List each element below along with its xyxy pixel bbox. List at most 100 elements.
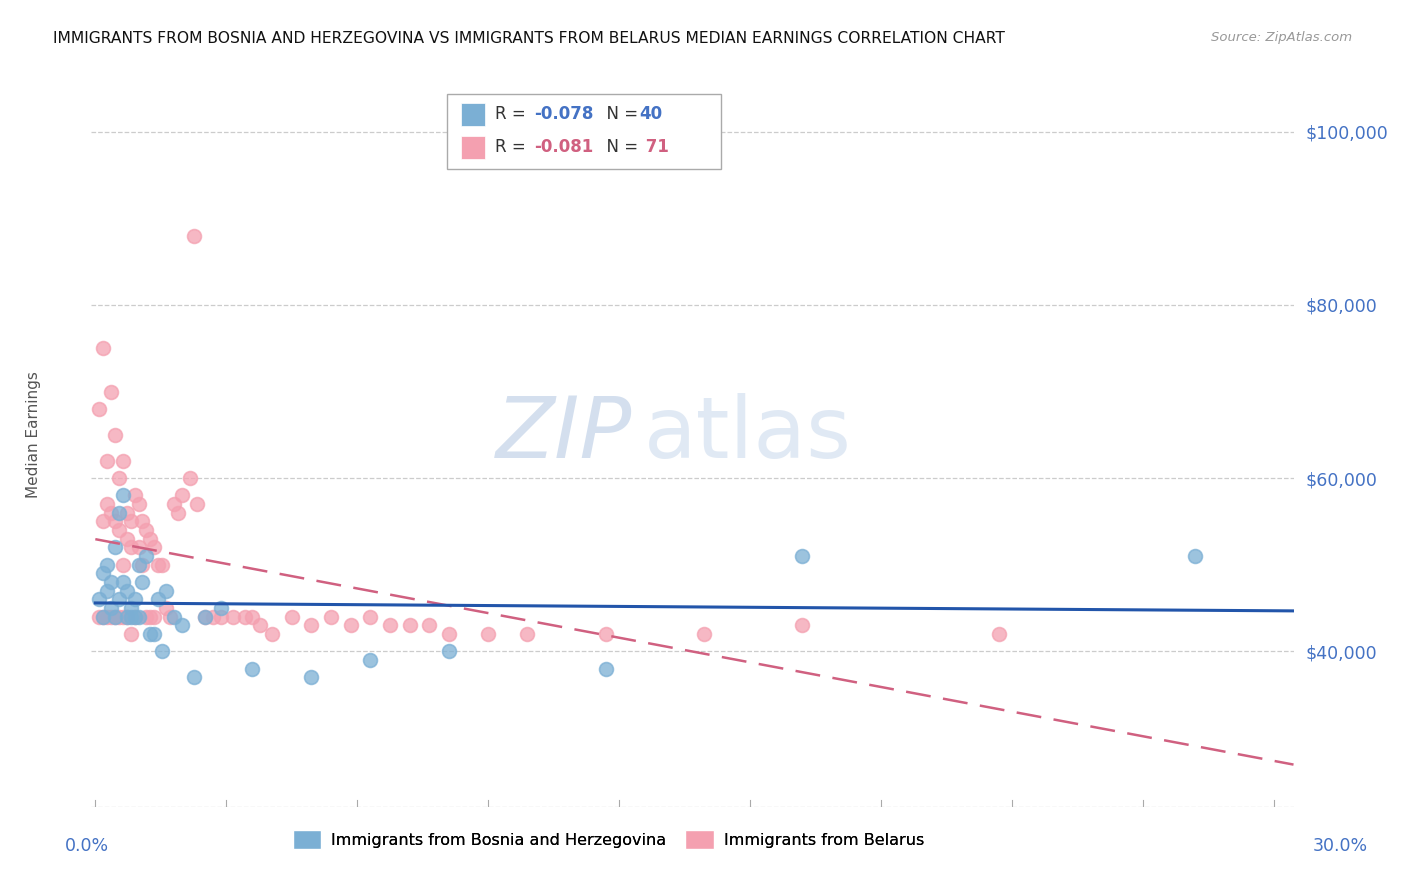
Point xyxy=(359,653,381,667)
Point xyxy=(124,488,146,502)
Point xyxy=(319,609,342,624)
Point xyxy=(143,609,166,624)
Text: 71: 71 xyxy=(640,138,669,156)
Point xyxy=(100,575,122,590)
Text: 0.0%: 0.0% xyxy=(65,837,110,855)
Point xyxy=(91,341,114,355)
Point xyxy=(131,558,153,572)
Point xyxy=(398,618,420,632)
Point xyxy=(135,609,157,624)
Point xyxy=(1184,549,1206,563)
Point xyxy=(96,609,118,624)
Point xyxy=(595,627,617,641)
Point xyxy=(91,515,114,529)
Point xyxy=(111,488,134,502)
Point xyxy=(792,549,814,563)
Point xyxy=(120,601,142,615)
Point xyxy=(163,609,186,624)
Point xyxy=(131,575,153,590)
Point xyxy=(792,618,814,632)
Point xyxy=(233,609,256,624)
Point xyxy=(104,428,127,442)
Point xyxy=(139,609,162,624)
Point xyxy=(143,541,166,555)
Point xyxy=(262,627,284,641)
Point xyxy=(150,644,173,658)
Point xyxy=(128,609,150,624)
Point xyxy=(111,558,134,572)
Point xyxy=(339,618,361,632)
Text: 30.0%: 30.0% xyxy=(1312,837,1368,855)
Text: 40: 40 xyxy=(640,105,662,123)
Point xyxy=(108,471,131,485)
Point xyxy=(115,609,138,624)
Point xyxy=(104,515,127,529)
Point xyxy=(146,558,169,572)
Point xyxy=(115,506,138,520)
Point xyxy=(108,592,131,607)
Point xyxy=(91,609,114,624)
Point xyxy=(159,609,181,624)
Point xyxy=(359,609,381,624)
Point xyxy=(100,384,122,399)
Point xyxy=(124,609,146,624)
Point xyxy=(150,558,173,572)
Point xyxy=(108,523,131,537)
Point xyxy=(108,609,131,624)
Point xyxy=(209,601,232,615)
Text: N =: N = xyxy=(596,138,644,156)
Point xyxy=(120,609,142,624)
Point xyxy=(437,644,460,658)
Point xyxy=(209,609,232,624)
Point xyxy=(418,618,440,632)
Point xyxy=(128,541,150,555)
Text: N =: N = xyxy=(596,105,644,123)
Point xyxy=(96,454,118,468)
Point xyxy=(100,506,122,520)
Point xyxy=(89,401,111,416)
Point xyxy=(104,609,127,624)
Point xyxy=(477,627,499,641)
Text: R =: R = xyxy=(495,138,531,156)
Point xyxy=(135,523,157,537)
Text: atlas: atlas xyxy=(644,393,852,476)
Point xyxy=(249,618,271,632)
Point xyxy=(166,506,188,520)
Point xyxy=(115,609,138,624)
Point xyxy=(96,497,118,511)
Point xyxy=(146,592,169,607)
Text: -0.078: -0.078 xyxy=(534,105,593,123)
Legend: Immigrants from Bosnia and Herzegovina, Immigrants from Belarus: Immigrants from Bosnia and Herzegovina, … xyxy=(287,824,931,855)
Text: Median Earnings: Median Earnings xyxy=(27,371,41,499)
Point xyxy=(91,566,114,581)
Point xyxy=(104,541,127,555)
Point xyxy=(89,592,111,607)
Point xyxy=(155,583,177,598)
Text: R =: R = xyxy=(495,105,531,123)
Point xyxy=(128,558,150,572)
Point xyxy=(170,618,193,632)
Point xyxy=(139,532,162,546)
Point xyxy=(143,627,166,641)
Point xyxy=(202,609,225,624)
Point xyxy=(100,601,122,615)
Text: -0.081: -0.081 xyxy=(534,138,593,156)
Point xyxy=(120,541,142,555)
Point xyxy=(135,549,157,563)
Point xyxy=(378,618,401,632)
Point xyxy=(186,497,208,511)
Point xyxy=(111,575,134,590)
Point xyxy=(104,609,127,624)
Point xyxy=(108,506,131,520)
Point xyxy=(89,609,111,624)
Point xyxy=(115,583,138,598)
Point xyxy=(170,488,193,502)
Point xyxy=(115,532,138,546)
Point xyxy=(131,515,153,529)
Point xyxy=(124,592,146,607)
Point xyxy=(120,515,142,529)
Point xyxy=(120,627,142,641)
Point xyxy=(100,609,122,624)
Point xyxy=(163,497,186,511)
Point xyxy=(437,627,460,641)
